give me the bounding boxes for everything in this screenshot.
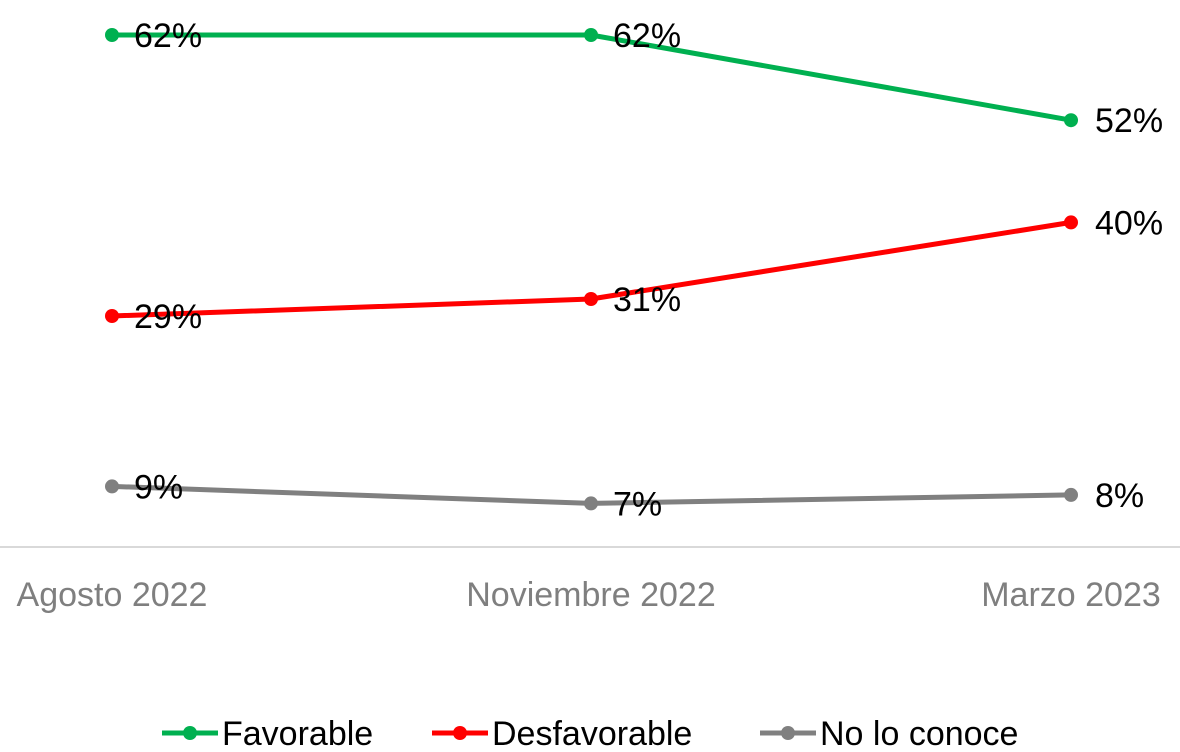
legend-marker [781, 726, 795, 740]
data-label: 8% [1095, 477, 1144, 515]
legend: Favorable Desfavorable No lo conoce [162, 715, 1018, 752]
data-label: 62% [613, 17, 681, 55]
data-point [1064, 113, 1078, 128]
data-label: 40% [1095, 204, 1163, 242]
legend-item: No lo conoce [760, 715, 1018, 752]
x-tick-labels: Agosto 2022 Noviembre 2022 Marzo 2023 [17, 576, 1161, 614]
data-point [105, 479, 119, 494]
legend-label: No lo conoce [820, 715, 1018, 752]
x-tick-label: Marzo 2023 [981, 576, 1161, 614]
data-point [584, 292, 598, 306]
data-point [1064, 215, 1078, 230]
legend-item: Favorable [162, 715, 373, 752]
legend-label: Favorable [222, 715, 373, 752]
series-desfavorable: 29% 31% 40% [105, 204, 1163, 336]
data-label: 7% [613, 485, 662, 523]
series-no-lo-conoce: 9% 7% 8% [105, 468, 1144, 523]
series-favorable: 62% 62% 52% [105, 17, 1163, 140]
legend-marker [453, 726, 467, 740]
data-point [584, 28, 598, 42]
data-point [105, 309, 119, 323]
x-tick-label: Noviembre 2022 [466, 576, 715, 614]
x-tick-label: Agosto 2022 [17, 576, 208, 614]
legend-item: Desfavorable [432, 715, 692, 752]
data-label: 29% [134, 298, 202, 336]
series-layer: 62% 62% 52% 29% 31% 40% 9% 7% 8% [105, 17, 1163, 523]
data-point [1064, 487, 1078, 502]
data-label: 9% [134, 468, 183, 506]
data-label: 31% [613, 281, 681, 319]
data-point [584, 496, 598, 511]
legend-label: Desfavorable [492, 715, 692, 752]
series-line [112, 32, 1072, 123]
data-label: 62% [134, 17, 202, 55]
legend-marker [183, 726, 197, 740]
data-label: 52% [1095, 102, 1163, 140]
data-point [105, 28, 119, 42]
